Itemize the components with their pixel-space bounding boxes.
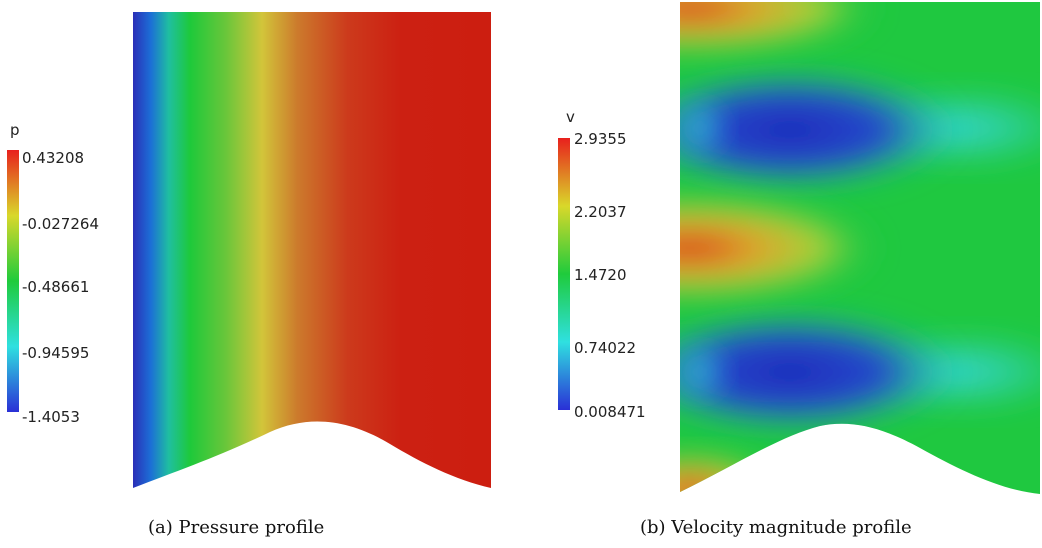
pressure-tick-2: -0.027264 bbox=[22, 215, 99, 233]
pressure-field bbox=[133, 12, 491, 488]
velocity-tick-3: 1.4720 bbox=[574, 266, 627, 284]
pressure-caption: (a) Pressure profile bbox=[148, 517, 325, 538]
velocity-tick-2: 2.2037 bbox=[574, 203, 627, 221]
pressure-panel: p 0.43208 -0.027264 -0.48661 -0.94595 -1… bbox=[0, 0, 520, 548]
velocity-tick-min: 0.008471 bbox=[574, 403, 646, 421]
pressure-colorbar-title: p bbox=[10, 121, 20, 139]
velocity-field bbox=[680, 2, 1040, 494]
velocity-colorbar bbox=[558, 138, 570, 410]
pressure-tick-min: -1.4053 bbox=[22, 408, 80, 426]
velocity-tick-4: 0.74022 bbox=[574, 339, 637, 357]
velocity-caption: (b) Velocity magnitude profile bbox=[640, 517, 912, 538]
velocity-tick-max: 2.9355 bbox=[574, 130, 627, 148]
velocity-colorbar-title: v bbox=[566, 108, 575, 126]
pressure-field-plot bbox=[7, 12, 491, 488]
velocity-panel: v 2.9355 2.2037 1.4720 0.74022 0.008471 … bbox=[520, 0, 1042, 548]
velocity-field-plot bbox=[558, 2, 1040, 494]
pressure-colorbar bbox=[7, 150, 19, 412]
pressure-tick-3: -0.48661 bbox=[22, 278, 90, 296]
pressure-tick-4: -0.94595 bbox=[22, 344, 90, 362]
pressure-tick-max: 0.43208 bbox=[22, 149, 85, 167]
